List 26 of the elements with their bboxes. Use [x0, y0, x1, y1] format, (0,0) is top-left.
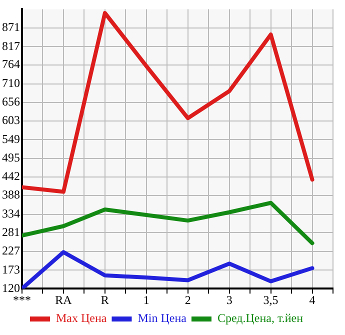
x-tick-label: R — [100, 292, 109, 307]
x-tick-label: 1 — [143, 292, 150, 307]
y-tick-label: 710 — [2, 76, 20, 90]
x-tick-label: 2 — [184, 292, 191, 307]
legend-label: Max Цена — [56, 311, 108, 326]
y-tick-label: 656 — [2, 94, 20, 109]
y-tick-label: 227 — [2, 244, 20, 258]
y-tick-label: 764 — [2, 57, 20, 72]
y-tick-label: 549 — [2, 132, 20, 146]
y-tick-label: 871 — [2, 20, 20, 34]
x-tick-label: 3 — [226, 292, 232, 307]
y-tick-label: 173 — [2, 262, 20, 276]
y-tick-label: 120 — [2, 280, 20, 295]
x-tick-label: 4 — [309, 292, 316, 307]
y-tick-label: 281 — [2, 224, 20, 239]
legend-label: Сред.Цена, т.йен — [217, 311, 304, 326]
y-tick-label: 603 — [2, 113, 20, 128]
y-tick-label: 388 — [2, 188, 20, 202]
legend-label: Min Цена — [138, 311, 188, 326]
y-tick-label: 442 — [2, 168, 20, 183]
x-tick-label: 3,5 — [263, 292, 278, 307]
y-tick-label: 334 — [2, 206, 20, 220]
y-tick-label: 495 — [2, 150, 20, 165]
x-tick-label: RA — [55, 292, 72, 307]
x-tick-label: *** — [13, 292, 31, 307]
y-tick-label: 817 — [2, 38, 20, 53]
